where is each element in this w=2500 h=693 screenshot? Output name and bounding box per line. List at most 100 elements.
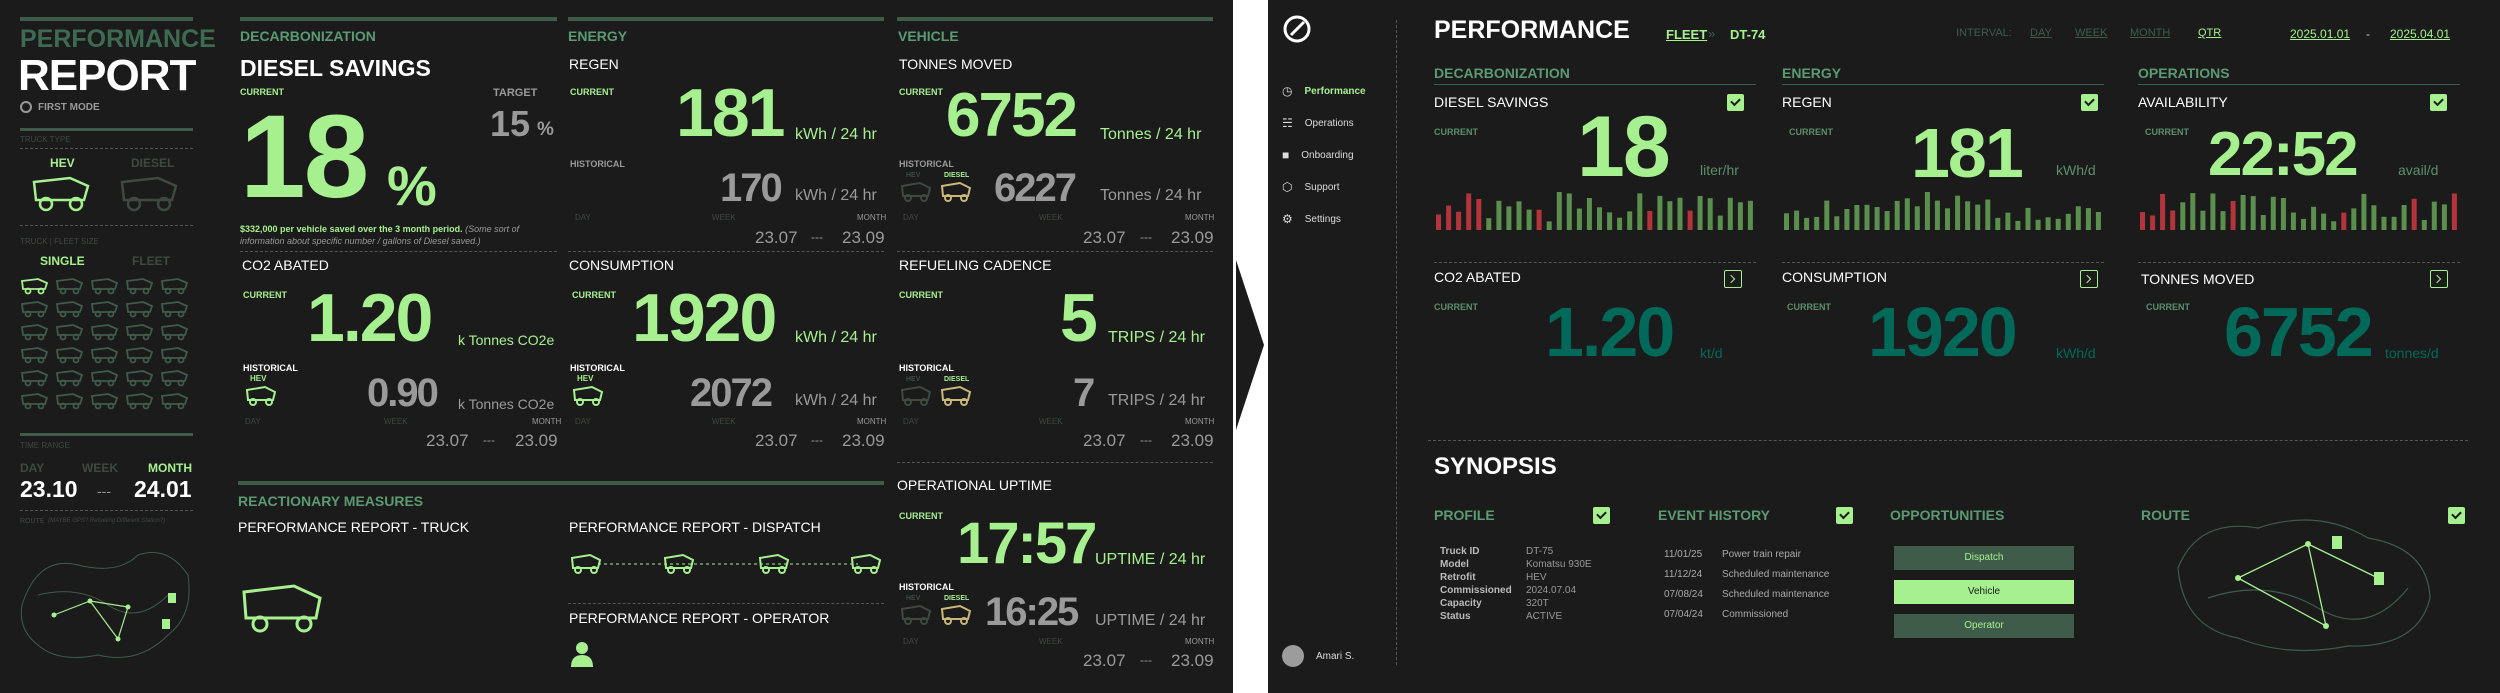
breadcrumb-fleet[interactable]: FLEET bbox=[1666, 27, 1708, 42]
fleet-truck-icon[interactable] bbox=[55, 299, 85, 319]
fleet-truck-icon[interactable] bbox=[90, 299, 120, 319]
interval-day[interactable]: DAY bbox=[2030, 27, 2052, 39]
fleet-truck-icon[interactable] bbox=[20, 299, 50, 319]
spark-bar bbox=[2371, 205, 2377, 230]
spark-bar bbox=[2411, 198, 2417, 230]
fleet-truck-icon[interactable] bbox=[125, 345, 155, 365]
truck-type-diesel[interactable]: DIESEL bbox=[131, 156, 175, 170]
app-logo-icon[interactable] bbox=[1282, 14, 1312, 44]
decarb-header: DECARBONIZATION bbox=[240, 28, 376, 44]
fleet-truck-icon[interactable] bbox=[20, 345, 50, 365]
co2-open-button[interactable] bbox=[1724, 270, 1742, 288]
fleet-truck-icon[interactable] bbox=[20, 322, 50, 342]
regen-value: 181 bbox=[676, 75, 785, 151]
regen-toggle[interactable] bbox=[2081, 94, 2098, 111]
opportunity-operator-button[interactable]: Operator bbox=[1894, 614, 2074, 638]
tonnes-value: 6752 bbox=[2224, 293, 2374, 371]
diesel-truck-icon[interactable] bbox=[118, 172, 182, 214]
spark-bar bbox=[2200, 210, 2206, 230]
fleet-truck-icon[interactable] bbox=[90, 391, 120, 411]
sidebar-item-operations[interactable]: ☵ Operations bbox=[1282, 116, 1354, 130]
sidebar-item-performance[interactable]: ◷ Performance bbox=[1282, 84, 1366, 98]
report-truck-icon[interactable] bbox=[238, 578, 328, 634]
fleet-truck-icon[interactable] bbox=[55, 391, 85, 411]
decarb-header: DECARBONIZATION bbox=[1434, 65, 1570, 81]
user-avatar[interactable] bbox=[1282, 645, 1304, 667]
fleet-truck-icon[interactable] bbox=[160, 391, 190, 411]
fleet-truck-icon[interactable] bbox=[20, 391, 50, 411]
tonnes-open-button[interactable] bbox=[2430, 270, 2448, 288]
fleet-truck-icon[interactable] bbox=[90, 322, 120, 342]
tonnes-unit: tonnes/d bbox=[2385, 345, 2439, 361]
fleet-truck-icon[interactable] bbox=[160, 345, 190, 365]
route-map[interactable] bbox=[2168, 508, 2443, 658]
fleet-truck-icon[interactable] bbox=[20, 276, 50, 296]
event-history-toggle[interactable] bbox=[1836, 507, 1853, 524]
fleet-truck-icon[interactable] bbox=[125, 299, 155, 319]
operator-person-icon[interactable] bbox=[570, 640, 594, 668]
availability-toggle[interactable] bbox=[2430, 94, 2447, 111]
regen-unit: kWh / 24 hr bbox=[795, 126, 877, 143]
fleet-truck-icon[interactable] bbox=[160, 299, 190, 319]
fleet-fleet[interactable]: FLEET bbox=[132, 254, 170, 268]
fleet-truck-icon[interactable] bbox=[125, 276, 155, 296]
hev-truck-icon[interactable] bbox=[30, 172, 94, 214]
interval-month[interactable]: MONTH bbox=[2130, 27, 2171, 39]
interval-qtr[interactable]: QTR bbox=[2198, 27, 2222, 39]
report-truck-link[interactable]: PERFORMANCE REPORT - TRUCK bbox=[238, 519, 470, 535]
report-dispatch-link[interactable]: PERFORMANCE REPORT - DISPATCH bbox=[569, 519, 821, 535]
fleet-single[interactable]: SINGLE bbox=[40, 254, 85, 268]
fleet-truck-icon[interactable] bbox=[55, 322, 85, 342]
fleet-truck-icon[interactable] bbox=[90, 368, 120, 388]
target-value: 15 bbox=[490, 103, 531, 144]
route-toggle[interactable] bbox=[2448, 507, 2465, 524]
regen-title: REGEN bbox=[1782, 94, 1832, 110]
opportunity-dispatch-button[interactable]: Dispatch bbox=[1894, 546, 2074, 570]
interval-week[interactable]: WEEK bbox=[2075, 27, 2108, 39]
fleet-truck-icon[interactable] bbox=[125, 391, 155, 411]
uptime-hev-label: HEV bbox=[906, 595, 921, 602]
fleet-truck-icon[interactable] bbox=[90, 345, 120, 365]
sidebar-item-support[interactable]: ⬡ Support bbox=[1282, 180, 1340, 194]
fleet-truck-icon[interactable] bbox=[20, 368, 50, 388]
spark-bar bbox=[2150, 215, 2156, 230]
co2-week: WEEK bbox=[384, 417, 408, 426]
tonnes-value: 6752 bbox=[946, 81, 1078, 150]
sidebar-item-settings[interactable]: ⚙ Settings bbox=[1282, 212, 1341, 226]
fleet-truck-icon[interactable] bbox=[160, 368, 190, 388]
report-operator-link[interactable]: PERFORMANCE REPORT - OPERATOR bbox=[569, 610, 830, 626]
spark-bar bbox=[1784, 213, 1789, 230]
refuel-month: MONTH bbox=[1185, 417, 1215, 426]
truck-type-hev[interactable]: HEV bbox=[50, 156, 75, 170]
profile-key: Commissioned bbox=[1440, 585, 1512, 596]
sidebar-item-onboarding[interactable]: ■ Onboarding bbox=[1282, 148, 1354, 162]
fleet-truck-icon[interactable] bbox=[125, 368, 155, 388]
fleet-truck-icon[interactable] bbox=[55, 345, 85, 365]
diesel-savings-toggle[interactable] bbox=[1727, 94, 1744, 111]
fleet-grid[interactable] bbox=[20, 276, 195, 416]
profile-toggle[interactable] bbox=[1593, 507, 1610, 524]
fleet-truck-icon[interactable] bbox=[55, 368, 85, 388]
uptime-hist-unit: UPTIME / 24 hr bbox=[1095, 612, 1206, 629]
fleet-truck-icon[interactable] bbox=[55, 276, 85, 296]
fleet-truck-icon[interactable] bbox=[160, 322, 190, 342]
refuel-unit: TRIPS / 24 hr bbox=[1108, 329, 1205, 346]
spark-bar bbox=[1506, 206, 1512, 230]
time-day[interactable]: DAY bbox=[20, 461, 45, 475]
date-end[interactable]: 2025.04.01 bbox=[2390, 27, 2451, 41]
co2-hev-truck-icon bbox=[245, 385, 277, 406]
fleet-truck-icon[interactable] bbox=[90, 276, 120, 296]
user-name[interactable]: Amari S. bbox=[1316, 651, 1355, 662]
time-week[interactable]: WEEK bbox=[82, 461, 118, 475]
vehicle-header: VEHICLE bbox=[898, 28, 959, 44]
opportunity-vehicle-button[interactable]: Vehicle bbox=[1894, 580, 2074, 604]
date-start[interactable]: 2025.01.01 bbox=[2290, 27, 2351, 41]
fleet-truck-icon[interactable] bbox=[160, 276, 190, 296]
route-map[interactable] bbox=[18, 535, 196, 675]
spark-bar bbox=[2095, 212, 2101, 230]
time-month[interactable]: MONTH bbox=[148, 461, 192, 475]
consumption-open-button[interactable] bbox=[2080, 270, 2098, 288]
co2-month: MONTH bbox=[532, 417, 562, 426]
dispatch-trucks-line[interactable] bbox=[568, 550, 884, 578]
fleet-truck-icon[interactable] bbox=[125, 322, 155, 342]
